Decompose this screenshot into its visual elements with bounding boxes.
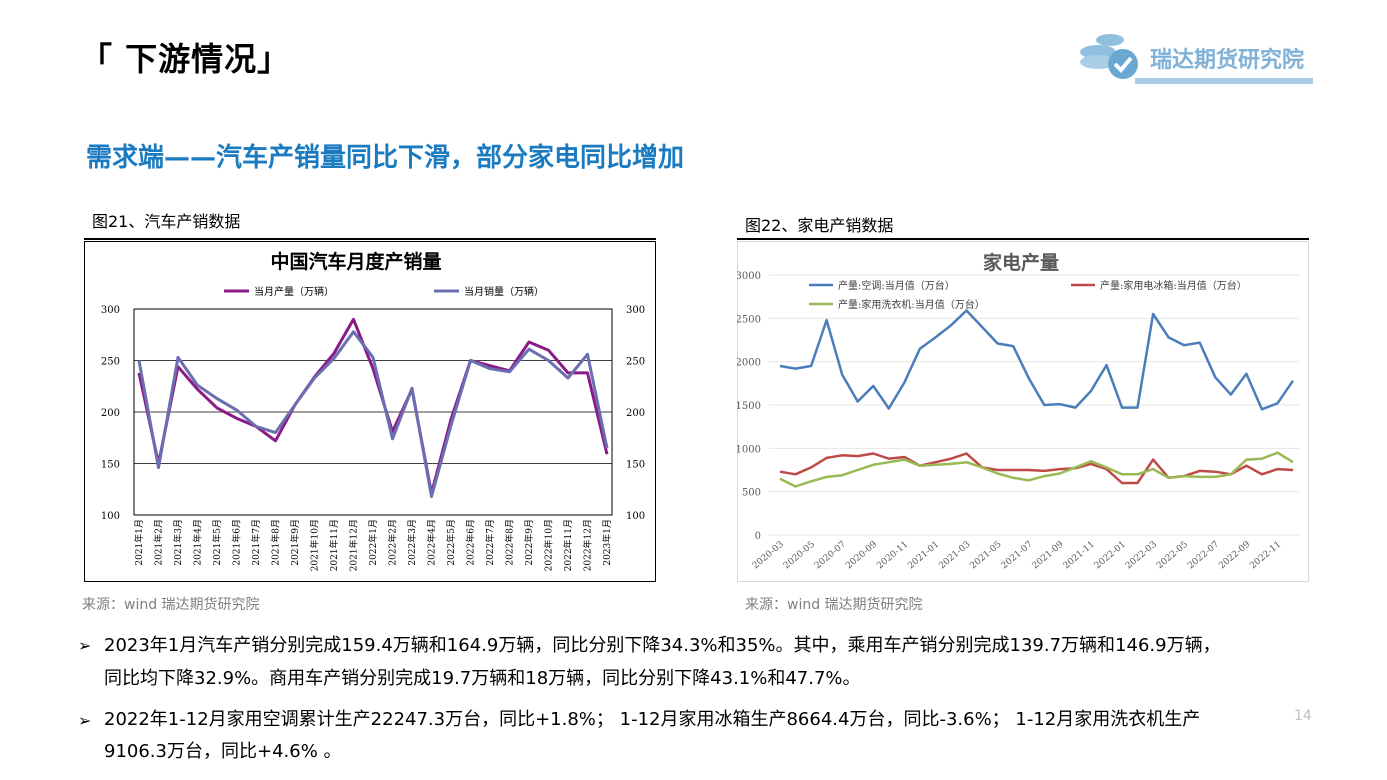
y-tick-label: 300 — [101, 305, 120, 316]
y-tick-label: 200 — [101, 408, 120, 419]
legend-label: 产量:空调:当月值（万台） — [838, 279, 955, 292]
y-tick-label: 500 — [742, 488, 761, 499]
legend-label: 当月销量（万辆） — [464, 285, 544, 298]
y-tick-label: 150 — [101, 460, 120, 471]
logo-text: 瑞达期货研究院 — [1150, 48, 1305, 73]
bullet-2-line-1: 2022年1-12月家用空调累计生产22247.3万台，同比+1.8%； 1-1… — [104, 709, 1201, 730]
chart-frame — [84, 241, 656, 582]
legend-label: 产量:家用洗衣机:当月值（万台） — [838, 298, 985, 311]
x-tick-label: 2022年4月 — [426, 519, 438, 566]
x-tick-label: 2021年11月 — [328, 519, 340, 571]
figure-22-caption: 图22、家电产销数据 — [745, 216, 894, 235]
x-tick-label: 2022年6月 — [465, 519, 477, 566]
y-tick-label: 1000 — [737, 444, 761, 455]
legend-label: 产量:家用电冰箱:当月值（万台） — [1100, 279, 1247, 292]
page-title: 「 下游情况」 — [80, 40, 291, 78]
logo-underline — [1135, 78, 1313, 84]
y2-tick-label: 200 — [626, 408, 645, 419]
x-tick-label: 2021年3月 — [172, 519, 184, 566]
series-line — [779, 309, 1295, 411]
figure-22-source: 来源：wind 瑞达期货研究院 — [745, 597, 923, 613]
x-tick-label: 2021年6月 — [231, 519, 243, 566]
x-tick-label: 2022年8月 — [504, 519, 516, 566]
page-number: 14 — [1294, 708, 1312, 724]
bullet-arrow-icon: ➢ — [78, 711, 92, 730]
x-tick-label: 2021年12月 — [348, 519, 360, 571]
y-tick-label: 1500 — [737, 401, 761, 412]
x-tick-label: 2022年1月 — [367, 519, 379, 566]
y2-tick-label: 300 — [626, 305, 645, 316]
figure-21-caption: 图21、汽车产销数据 — [92, 212, 241, 231]
x-tick-label: 2021年10月 — [309, 519, 321, 571]
x-tick-label: 2022年7月 — [484, 519, 496, 566]
figure-21-source: 来源：wind 瑞达期货研究院 — [82, 597, 260, 613]
x-tick-label: 2022年2月 — [387, 519, 399, 566]
y2-tick-label: 250 — [626, 357, 645, 368]
x-tick-label: 2022年5月 — [445, 519, 457, 566]
y-tick-label: 250 — [101, 357, 120, 368]
y2-tick-label: 150 — [626, 460, 645, 471]
x-tick-label: 2021年9月 — [289, 519, 301, 566]
legend-label: 当月产量（万辆） — [254, 285, 334, 298]
coins-icon — [1080, 34, 1138, 79]
x-tick-label: 2021年5月 — [211, 519, 223, 566]
x-tick-label: 2022年10月 — [543, 519, 555, 571]
series-line — [137, 317, 609, 495]
y-tick-label: 2500 — [737, 314, 761, 325]
figure-22-rule — [737, 238, 1309, 240]
bullet-1-line-1: 2023年1月汽车产销分别完成159.4万辆和164.9万辆，同比分别下降34.… — [104, 635, 1221, 656]
y-tick-label: 2000 — [737, 358, 761, 369]
chart-frame — [737, 241, 1309, 582]
x-tick-label: 2021年7月 — [250, 519, 262, 566]
chart-title: 家电产量 — [983, 251, 1059, 274]
auto-production-sales-chart: 中国汽车月度产销量 100 150 200 250 300 100 150 200 250 300 2… — [84, 241, 656, 582]
y2-tick-label: 100 — [626, 511, 645, 522]
bullet-1-line-2: 同比均下降32.9%。商用车产销分别完成19.7万辆和18万辆，同比分别下降43… — [104, 668, 861, 689]
x-tick-label: 2023年1月 — [601, 519, 613, 566]
bullet-arrow-icon: ➢ — [78, 636, 92, 655]
chart-title: 中国汽车月度产销量 — [270, 250, 441, 273]
y-tick-label: 3000 — [737, 271, 761, 282]
x-tick-label: 2021年1月 — [133, 519, 145, 566]
x-tick-label: 2022年11月 — [562, 519, 574, 571]
series-line — [779, 451, 1294, 488]
x-tick-label: 2021年8月 — [270, 519, 282, 566]
x-tick-label: 2022年3月 — [406, 519, 418, 566]
y-tick-label: 100 — [101, 511, 120, 522]
figure-21-rule — [84, 238, 656, 240]
x-tick-label: 2022年9月 — [523, 519, 535, 566]
section-subtitle: 需求端——汽车产销量同比下滑，部分家电同比增加 — [86, 143, 685, 173]
x-tick-label: 2021年2月 — [153, 519, 165, 566]
company-logo — [1080, 34, 1138, 79]
bullet-2-line-2: 9106.3万台，同比+4.6% 。 — [104, 741, 342, 762]
series-line — [779, 452, 1294, 485]
appliance-production-chart: 家电产量0500100015002000250030002020-032020-… — [737, 241, 1309, 582]
series-line — [137, 330, 609, 498]
x-tick-label: 2021年4月 — [192, 519, 204, 566]
y-tick-label: 0 — [755, 531, 761, 542]
x-tick-label: 2022年12月 — [582, 519, 594, 571]
